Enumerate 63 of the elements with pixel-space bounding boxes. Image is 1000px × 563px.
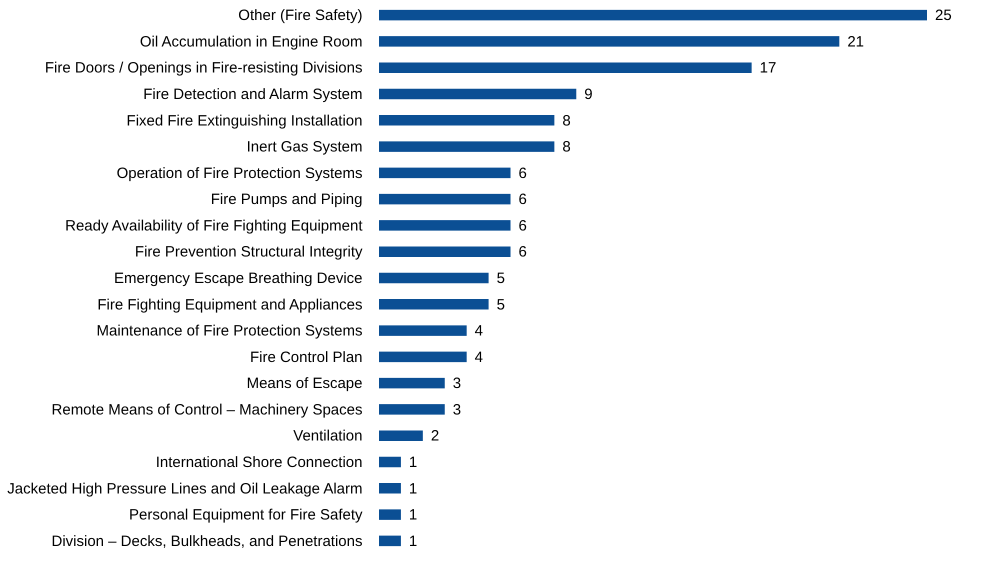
bar xyxy=(379,10,927,20)
bar xyxy=(379,36,840,47)
y-tick-label: Fixed Fire Extinguishing Installation xyxy=(126,112,362,130)
bar xyxy=(379,115,554,126)
data-label: 8 xyxy=(562,138,571,156)
data-label: 5 xyxy=(496,296,505,314)
data-label: 3 xyxy=(452,375,462,392)
data-label: 4 xyxy=(474,348,484,366)
data-label: 6 xyxy=(518,164,527,182)
data-label: 1 xyxy=(408,454,418,471)
data-label: 17 xyxy=(760,60,776,77)
data-label: 2 xyxy=(430,428,440,445)
y-tick-label: International Shore Connection xyxy=(156,454,362,471)
y-tick-label: Maintenance of Fire Protection Systems xyxy=(96,322,362,340)
y-tick-label: Means of Escape xyxy=(246,375,362,392)
y-tick-label: Jacketed High Pressure Lines and Oil Leakage Alarm xyxy=(7,480,362,498)
y-tick-label: Fire Fighting Equipment and Appliances xyxy=(97,296,362,314)
data-label: 5 xyxy=(496,270,505,287)
bar xyxy=(379,246,511,257)
bar xyxy=(379,509,401,520)
bar xyxy=(379,220,511,231)
data-label: 25 xyxy=(935,7,952,24)
y-tick-label: Personal Equipment for Fire Safety xyxy=(129,506,363,524)
bar xyxy=(379,536,401,546)
y-tick-label: Ventilation xyxy=(293,428,362,445)
data-label: 1 xyxy=(408,506,418,524)
y-tick-label: Fire Doors / Openings in Fire-resisting Divisions xyxy=(44,60,362,77)
y-tick-label: Remote Means of Control – Machinery Spaces xyxy=(52,401,362,418)
data-label: 1 xyxy=(408,532,418,550)
bar xyxy=(379,168,511,178)
y-tick-label: Ready Availability of Fire Fighting Equipment xyxy=(65,217,364,234)
y-tick-label: Division – Decks, Bulkheads, and Penetrations xyxy=(51,532,362,550)
data-label: 4 xyxy=(474,322,484,340)
bar xyxy=(379,272,489,284)
bar xyxy=(379,378,445,388)
data-label: 9 xyxy=(584,86,593,103)
y-tick-label: Fire Prevention Structural Integrity xyxy=(134,244,363,261)
data-label: 21 xyxy=(847,33,864,50)
bar xyxy=(379,456,401,468)
y-tick-label: Fire Pumps and Piping xyxy=(210,191,362,208)
bar xyxy=(379,325,467,336)
y-tick-label: Fire Detection and Alarm System xyxy=(143,86,362,103)
y-tick-label: Inert Gas System xyxy=(246,138,362,156)
data-label: 6 xyxy=(518,244,527,261)
y-tick-label: Emergency Escape Breathing Device xyxy=(114,270,362,287)
bar xyxy=(379,141,554,152)
data-label: 8 xyxy=(562,112,571,130)
bar xyxy=(379,62,752,73)
y-tick-label: Other (Fire Safety) xyxy=(238,7,362,24)
data-label: 1 xyxy=(408,480,418,498)
bar xyxy=(379,483,401,494)
data-label: 6 xyxy=(518,217,527,234)
bar xyxy=(379,352,467,362)
bar xyxy=(379,404,445,415)
bar xyxy=(379,430,423,441)
data-label: 6 xyxy=(518,191,527,208)
bar xyxy=(379,299,489,310)
bar xyxy=(379,194,511,204)
data-label: 3 xyxy=(452,401,462,418)
y-tick-label: Operation of Fire Protection Systems xyxy=(116,164,362,182)
y-tick-label: Fire Control Plan xyxy=(250,348,362,366)
y-tick-label: Oil Accumulation in Engine Room xyxy=(140,33,362,50)
bar xyxy=(379,88,576,100)
